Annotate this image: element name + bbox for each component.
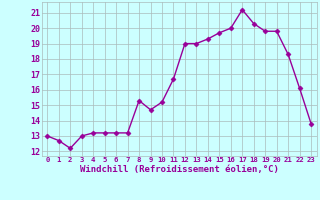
- X-axis label: Windchill (Refroidissement éolien,°C): Windchill (Refroidissement éolien,°C): [80, 165, 279, 174]
